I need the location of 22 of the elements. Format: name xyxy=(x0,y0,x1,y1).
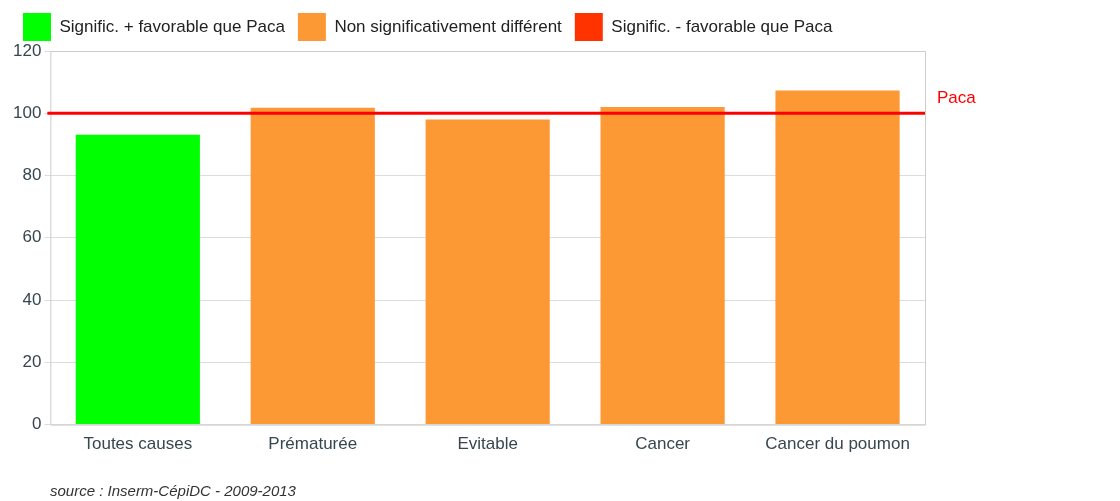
y-tick-label: 40 xyxy=(22,289,42,309)
x-tick-label: Cancer xyxy=(635,434,691,454)
legend-label: Non significativement différent xyxy=(334,16,563,36)
legend-label: Signific. + favorable que Paca xyxy=(59,16,286,36)
bar xyxy=(600,107,725,425)
source-note: source : Inserm-CépiDC - 2009-2013 xyxy=(50,481,297,499)
y-tick-label: 120 xyxy=(12,40,42,60)
x-tick-label: Prématurée xyxy=(268,434,358,454)
ref-line-label: Paca xyxy=(937,88,977,108)
bar xyxy=(250,107,375,425)
bar xyxy=(75,134,200,425)
y-tick-label: 0 xyxy=(31,414,42,434)
legend-label: Signific. - favorable que Paca xyxy=(611,16,833,36)
y-tick-label: 60 xyxy=(22,227,42,247)
y-tick-label: 80 xyxy=(22,165,42,185)
x-tick-label: Evitable xyxy=(457,434,518,454)
y-tick-label: 100 xyxy=(12,102,42,122)
bar xyxy=(775,90,900,425)
y-tick-label: 20 xyxy=(22,352,42,372)
x-tick-label: Toutes causes xyxy=(83,434,193,454)
bar xyxy=(425,119,550,425)
x-tick-label: Cancer du poumon xyxy=(765,434,910,454)
